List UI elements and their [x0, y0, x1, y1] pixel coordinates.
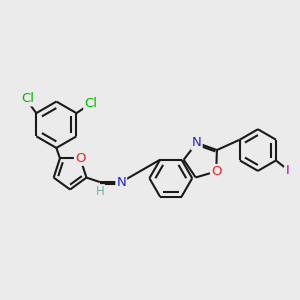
Text: Cl: Cl: [84, 97, 97, 110]
Text: N: N: [192, 136, 202, 149]
Text: O: O: [211, 165, 221, 178]
Text: O: O: [75, 152, 86, 165]
Text: I: I: [285, 164, 289, 177]
Text: Cl: Cl: [21, 92, 34, 105]
Text: H: H: [95, 185, 104, 198]
Text: N: N: [116, 176, 126, 189]
